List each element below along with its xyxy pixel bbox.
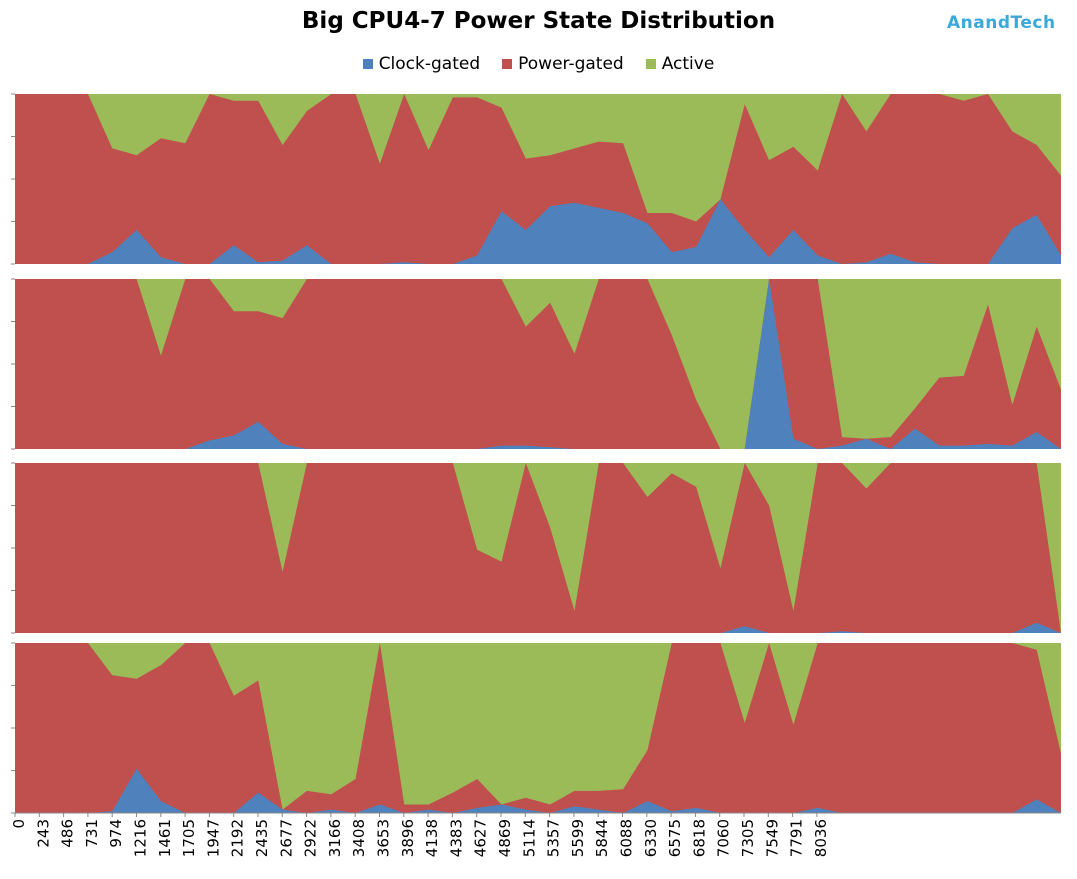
x-tick-label: 7791 [788,819,806,857]
x-tick-label: 3408 [350,819,368,857]
x-tick-label: 5844 [593,819,611,857]
series-power-gated-area [15,279,1061,449]
clock-gated-swatch [362,59,373,69]
x-tick-label: 2922 [302,819,320,857]
x-tick-label: 5599 [569,819,587,857]
legend-label-clock-gated: Clock-gated [378,54,481,74]
x-tick-label: 486 [59,819,77,848]
anandtech-logo: AnandTech [947,13,1056,33]
x-tick-label: 6088 [618,819,636,857]
x-tick-label: 731 [83,819,101,848]
legend-item-clock-gated: Clock-gated [362,54,481,74]
panel-cpu6 [11,462,1061,634]
x-tick-label: 4869 [496,819,514,857]
x-tick-label: 7549 [763,819,781,857]
series-power-gated-area [15,643,1061,813]
x-tick-label: 4383 [447,819,465,857]
x-tick-label: 6818 [690,819,708,857]
x-tick-label: 0 [10,819,28,829]
x-tick-label: 5357 [545,819,563,857]
x-tick-label: 1947 [204,819,222,857]
chart-title: Big CPU4-7 Power State Distribution [301,8,776,34]
x-tick-label: 7060 [715,819,733,857]
x-tick-label: 3896 [399,819,417,857]
x-tick-label: 243 [34,819,52,848]
legend-item-active: Active [645,54,715,74]
legend-label-active: Active [661,54,715,74]
legend-item-power-gated: Power-gated [502,54,624,74]
panel-cpu5 [11,278,1061,450]
x-tick-label: 3166 [326,819,344,857]
x-tick-label: 6330 [642,819,660,857]
x-tick-label: 1705 [180,819,198,857]
x-tick-label: 2192 [229,819,247,857]
x-tick-label: 974 [107,819,125,848]
x-tick-label: 1216 [132,819,150,857]
series-clock-gated-area [15,768,1061,813]
series-power-gated-area [15,94,1061,264]
x-tick-label: 3653 [375,819,393,857]
panel-cpu7 [11,642,1061,814]
x-tick-label: 1461 [156,819,174,857]
legend: Clock-gated Power-gated Active [0,54,1077,74]
x-tick-label: 4138 [423,819,441,857]
series-clock-gated-area [15,199,1061,264]
legend-label-power-gated: Power-gated [518,54,624,74]
x-tick-label: 2435 [253,819,271,857]
x-tick-label: 6575 [666,819,684,857]
panel-cpu4 [11,93,1061,265]
x-tick-label: 8036 [812,819,830,857]
active-swatch [645,59,656,69]
x-tick-label: 2677 [277,819,295,857]
x-tick-label: 5114 [520,819,538,857]
series-power-gated-area [15,463,1061,633]
power-gated-swatch [502,59,513,69]
x-tick-label: 4627 [472,819,490,857]
x-tick-label: 7305 [739,819,757,857]
